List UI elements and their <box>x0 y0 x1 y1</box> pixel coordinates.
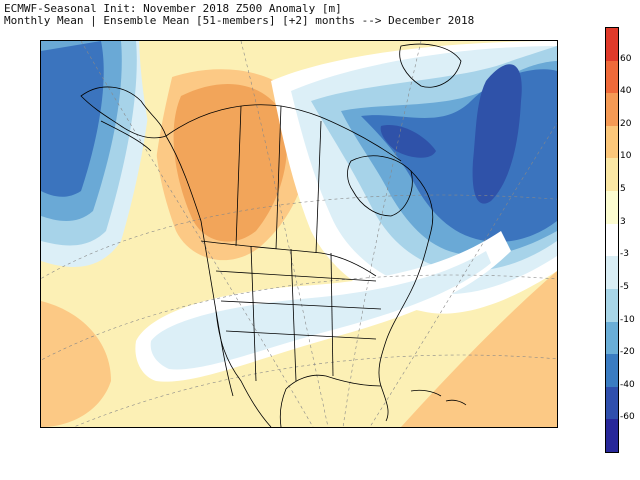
southern-band-pale <box>150 251 492 370</box>
colorbar-label: 10 <box>620 151 632 162</box>
colorbar-label: -3 <box>620 249 629 260</box>
southwest-positive-anomaly <box>41 301 111 427</box>
colorbar-label: -20 <box>620 347 635 358</box>
colorbar-segment <box>606 28 618 62</box>
colorbar-label: -5 <box>620 281 629 292</box>
colorbar-label: 40 <box>620 86 632 97</box>
colorbar-segment <box>606 419 618 453</box>
colorbar-segment <box>606 125 618 159</box>
colorbar-segment <box>606 93 618 127</box>
southeast-positive-anomaly <box>401 271 557 427</box>
alaska-gap <box>139 41 181 161</box>
colorbar-label: 60 <box>620 53 632 64</box>
pacific-trough-strong <box>41 41 104 197</box>
canada-ridge-strong <box>173 84 287 242</box>
anomaly-map-svg <box>41 41 557 427</box>
colorbar-label: -60 <box>620 412 635 423</box>
colorbar-segment <box>606 288 618 323</box>
colorbar-label: 20 <box>620 118 632 129</box>
colorbar-segment <box>606 256 618 290</box>
colorbar-label: 5 <box>620 184 626 195</box>
colorbar-segment <box>606 191 618 225</box>
hudson-trough-core <box>380 125 436 158</box>
colorbar-segment <box>606 354 618 388</box>
colorbar-label: -40 <box>620 379 635 390</box>
anomaly-map <box>40 40 558 428</box>
east-trough-core <box>472 64 522 204</box>
colorbar-segment <box>606 321 618 355</box>
colorbar-label: -10 <box>620 314 635 325</box>
colorbar-segment <box>606 223 618 257</box>
colorbar-segment <box>606 60 618 94</box>
colorbar-segment <box>606 386 618 420</box>
colorbar-segment <box>606 158 618 192</box>
map-subtitle: Monthly Mean | Ensemble Mean [51-members… <box>4 14 475 27</box>
colorbar <box>605 27 619 453</box>
map-title: ECMWF-Seasonal Init: November 2018 Z500 … <box>4 2 342 15</box>
colorbar-label: 3 <box>620 216 626 227</box>
coastlines <box>80 86 467 427</box>
graticule <box>41 41 557 427</box>
greenland-outline <box>399 43 462 88</box>
